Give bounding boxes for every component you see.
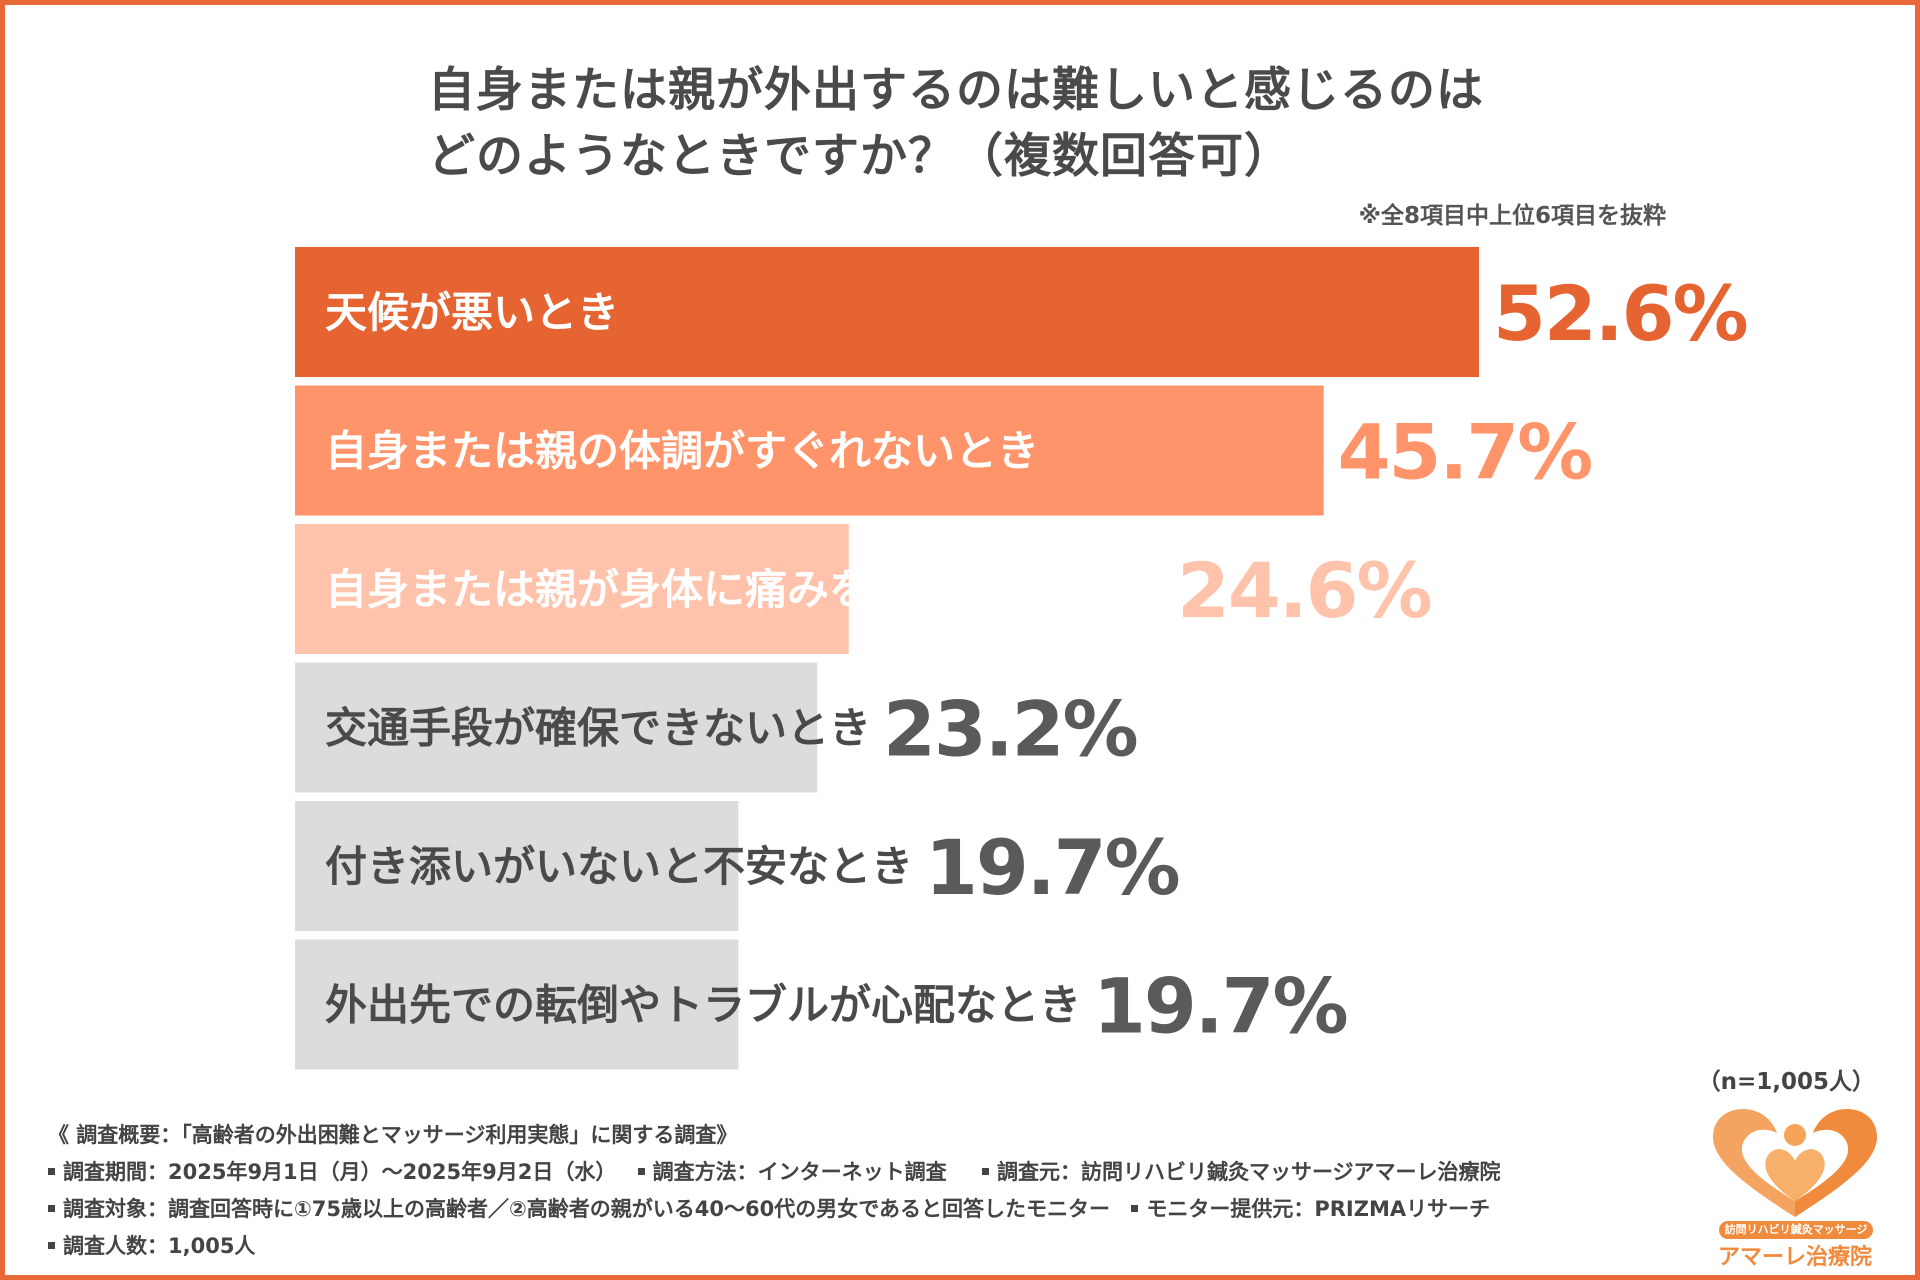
bar-label-1: 天候が悪いとき — [325, 288, 619, 337]
survey-row-1: 調査期間：2025年9月1日（月）〜2025年9月2日（水） 調査方法：インター… — [48, 1154, 1501, 1191]
sample-size: （n=1,005人） — [1697, 1069, 1875, 1095]
bullet-icon — [1131, 1204, 1139, 1212]
bar-label-3: 自身または親が身体に痛みを感じているとき — [325, 565, 1165, 614]
survey-heading: 《 調査概要：「高齢者の外出困難とマッサージ利用実態」に関する調査》 — [48, 1123, 738, 1147]
logo-name: アマーレ治療院 — [1717, 1245, 1872, 1270]
survey-row-2: 調査対象：調査回答時に①75歳以上の高齢者／②高齢者の親がいる40〜60代の男女… — [48, 1191, 1501, 1228]
bar-value-2: 45.7% — [1338, 408, 1592, 497]
chart-title: 自身または親が外出するのは難しいと感じるのは どのようなときですか？（複数回答可… — [428, 58, 1484, 190]
bar-5 — [295, 801, 739, 931]
bar-value-6: 19.7% — [1093, 962, 1347, 1051]
bullet-icon — [981, 1167, 989, 1175]
bar-value-3: 24.6% — [1177, 546, 1431, 635]
bullet-icon — [48, 1204, 55, 1212]
logo-subtitle: 訪問リハビリ鍼灸マッサージ — [1719, 1221, 1873, 1239]
survey-summary: 《 調査概要：「高齢者の外出困難とマッサージ利用実態」に関する調査》 調査期間：… — [48, 1117, 1501, 1265]
bar-1 — [295, 247, 1479, 377]
bullet-icon — [48, 1167, 55, 1175]
survey-method: 調査方法：インターネット調査 — [652, 1160, 947, 1184]
survey-period: 調査期間：2025年9月1日（月）〜2025年9月2日（水） — [63, 1160, 617, 1184]
bullet-icon — [48, 1241, 55, 1249]
bar-3 — [295, 524, 849, 654]
bar-value-4: 23.2% — [883, 685, 1137, 774]
bar-label-6: 外出先での転倒やトラブルが心配なとき — [325, 981, 1081, 1030]
bar-value-5: 19.7% — [925, 823, 1179, 912]
bar-label-5: 付き添いがいないと不安なとき — [325, 842, 913, 891]
bar-4 — [295, 662, 818, 793]
bar-label-2: 自身または親の体調がすぐれないとき — [325, 427, 1039, 476]
survey-row-3: 調査人数：1,005人 — [48, 1228, 1501, 1265]
bar-2 — [295, 385, 1324, 516]
bar-label-4: 交通手段が確保できないとき — [325, 704, 871, 753]
survey-count: 調査人数：1,005人 — [63, 1234, 256, 1258]
survey-target: 調査対象：調査回答時に①75歳以上の高齢者／②高齢者の親がいる40〜60代の男女… — [63, 1197, 1111, 1221]
title-line-1: 自身または親が外出するのは難しいと感じるのは — [428, 63, 1484, 118]
bar-6 — [295, 939, 739, 1070]
bar-value-1: 52.6% — [1493, 269, 1747, 358]
items-note: ※全8項目中上位6項目を抜粋 — [1358, 203, 1666, 229]
survey-source: 調査元：訪問リハビリ鍼灸マッサージアマーレ治療院 — [996, 1160, 1501, 1184]
survey-provider: モニター提供元：PRIZMAリサーチ — [1146, 1197, 1491, 1221]
heart-logo-icon — [1713, 1109, 1877, 1217]
bar-chart: 天候が悪いとき 52.6% 自身または親の体調がすぐれないとき 45.7% 自身または親… — [295, 247, 1749, 1070]
clinic-logo: 訪問リハビリ鍼灸マッサージ アマーレ治療院 — [1705, 1105, 1885, 1270]
bullet-icon — [637, 1167, 645, 1175]
title-line-2: どのようなときですか？（複数回答可） — [428, 129, 1292, 184]
